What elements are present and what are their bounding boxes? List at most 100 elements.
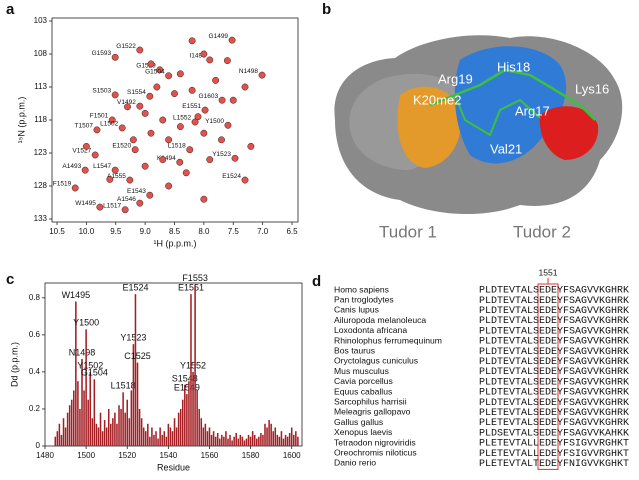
- peak: [129, 136, 137, 144]
- bar: [56, 431, 59, 446]
- bar: [204, 423, 207, 446]
- bar: [212, 431, 215, 446]
- bar: [175, 427, 178, 446]
- bar: [134, 294, 137, 446]
- peak: [241, 83, 249, 91]
- residue-label: Lys16: [575, 81, 609, 96]
- peak: [96, 203, 104, 211]
- y-tick-label: 113: [34, 82, 47, 91]
- species-name: Gallus gallus: [334, 417, 383, 427]
- sequence: PLDTEVTALSEDEYFSAGVVKGHRK: [479, 286, 629, 297]
- peak: [186, 146, 194, 154]
- peak: [247, 142, 255, 150]
- bar: [284, 434, 287, 446]
- bar: [253, 434, 256, 446]
- structure-panel: Arg19 His18 K20me2 Lys16 Arg17 Val21 Tud…: [334, 35, 623, 241]
- peak: [176, 158, 184, 166]
- sequence: PLDTEVTALSEDEYFSAGVVKGHRK: [479, 398, 629, 409]
- bar: [60, 434, 63, 446]
- y-tick-label: 0.8: [29, 293, 41, 302]
- peak-label: G1603: [199, 93, 219, 100]
- peak: [111, 166, 119, 174]
- bar: [247, 434, 250, 446]
- bar-label: C1525: [124, 351, 151, 361]
- bar: [165, 436, 168, 446]
- bar: [282, 438, 285, 446]
- residue-label: Arg19: [438, 71, 473, 86]
- bar: [112, 418, 114, 446]
- bar: [161, 434, 163, 446]
- bar: [237, 438, 240, 446]
- peak: [111, 53, 119, 61]
- bar: [186, 394, 188, 446]
- bar: [132, 344, 135, 446]
- sequence: PLDTEVTALSEDEYFSAGVVKGHRK: [479, 357, 629, 368]
- bar: [122, 392, 124, 446]
- peptide-stick: [429, 68, 596, 121]
- bar-label: E1551: [178, 282, 204, 292]
- peak: [165, 182, 173, 190]
- bar: [179, 408, 182, 446]
- x-tick-label: 8.5: [169, 227, 181, 236]
- bar: [190, 294, 192, 446]
- bar: [276, 434, 279, 446]
- bar: [87, 399, 89, 446]
- species-name: Oryctolagus cuniculus: [334, 356, 418, 366]
- domain-label: Tudor 1: [379, 222, 437, 241]
- position-label: 1551: [538, 267, 557, 277]
- bar: [70, 399, 73, 446]
- residue-label: Val21: [490, 141, 522, 156]
- bar: [260, 433, 262, 446]
- peak-label: T1507: [75, 123, 94, 130]
- bar: [206, 431, 209, 446]
- peak: [188, 86, 196, 94]
- x-tick-label: 1540: [159, 451, 177, 460]
- bar: [270, 423, 272, 446]
- sequence: PLDTEVTALSEDEYFSAGVVKGHRK: [479, 388, 629, 399]
- bar: [126, 399, 129, 446]
- bar: [81, 358, 83, 446]
- panel-label: a: [6, 1, 15, 18]
- peak: [171, 90, 178, 98]
- peak: [146, 92, 154, 100]
- y-tick-label: 133: [34, 214, 48, 223]
- sequence: PLETEVTALTEDEYFNIGVVKGHKT: [479, 459, 629, 470]
- peak-label: V1527: [72, 148, 91, 155]
- peak: [93, 126, 101, 134]
- bar-label: G1504: [81, 368, 108, 378]
- species-name: Tetraodon nigroviridis: [334, 437, 416, 447]
- peak: [212, 76, 220, 84]
- sequence: PLDTEVTALSEDEYFSAGVVKGHRK: [479, 296, 629, 307]
- peak: [200, 195, 208, 203]
- bar: [200, 418, 203, 446]
- bar: [196, 390, 198, 446]
- bar: [249, 436, 252, 446]
- peak: [191, 118, 199, 126]
- bar: [68, 405, 71, 446]
- peak: [147, 60, 155, 68]
- bar: [233, 436, 235, 446]
- species-name: Bos taurus: [334, 345, 375, 355]
- species-name: Xenopus laevis: [334, 427, 392, 437]
- species-name: Canis lupus: [334, 305, 379, 315]
- residue-label: His18: [497, 59, 530, 74]
- peak: [81, 166, 89, 174]
- peak: [156, 66, 164, 74]
- peak: [124, 103, 131, 111]
- peak: [194, 113, 202, 121]
- peak: [228, 36, 236, 44]
- peak-label: Y1523: [212, 151, 231, 158]
- sequence: PLDTEVTALSEDEYFSAGVVKGHRK: [479, 347, 629, 358]
- bar: [138, 408, 141, 446]
- species-name: Loxodonta africana: [334, 325, 407, 335]
- species-name: Cavia porcellus: [334, 376, 393, 386]
- peak-label: E1520: [112, 142, 131, 149]
- peak: [111, 91, 119, 99]
- species-name: Equus caballus: [334, 386, 392, 396]
- peak-label: A1493: [62, 163, 81, 170]
- peak: [126, 176, 134, 184]
- bar-label: F1553: [182, 273, 208, 283]
- y-tick-label: 103: [34, 16, 48, 25]
- bar-label: W1495: [62, 290, 91, 300]
- species-name: Danio rerio: [334, 458, 376, 468]
